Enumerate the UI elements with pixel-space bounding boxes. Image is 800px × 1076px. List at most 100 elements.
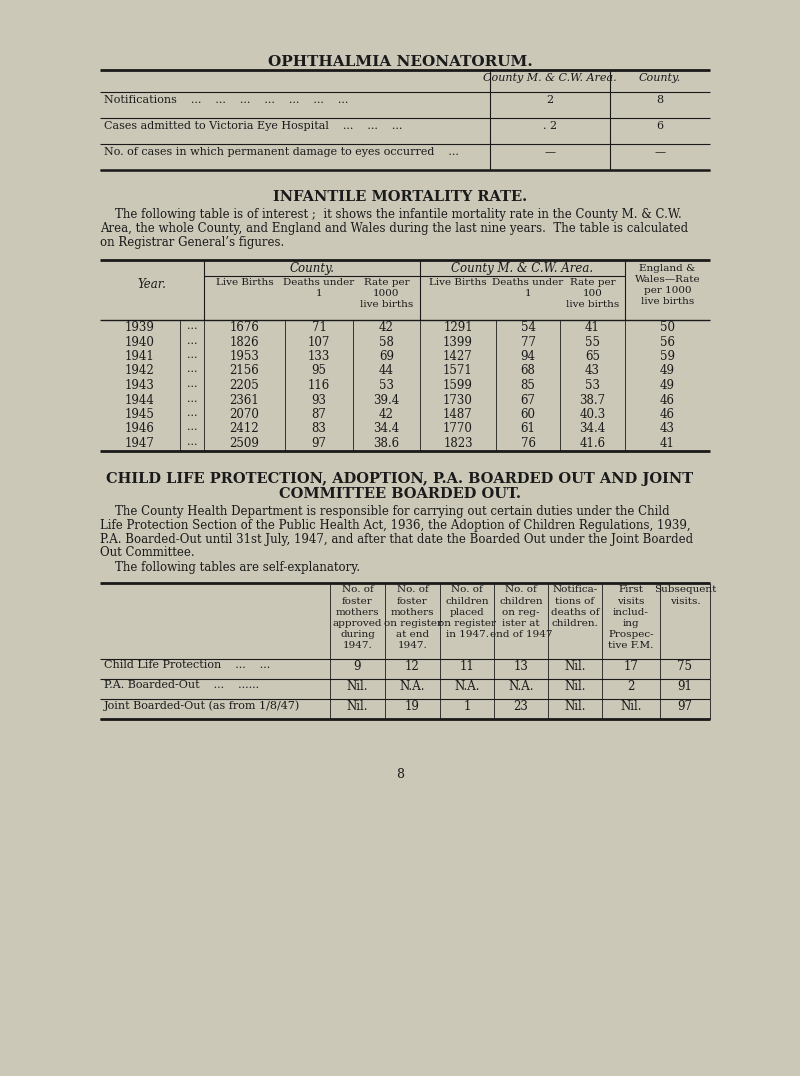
Text: 65: 65 bbox=[585, 350, 600, 363]
Text: 68: 68 bbox=[521, 365, 535, 378]
Text: England &
Wales—Rate
per 1000
live births: England & Wales—Rate per 1000 live birth… bbox=[634, 264, 700, 307]
Text: N.A.: N.A. bbox=[454, 680, 480, 694]
Text: 1826: 1826 bbox=[230, 336, 259, 349]
Text: 2070: 2070 bbox=[230, 408, 259, 421]
Text: N.A.: N.A. bbox=[508, 680, 534, 694]
Text: 9: 9 bbox=[354, 661, 362, 674]
Text: No. of
foster
mothers
approved
during
1947.: No. of foster mothers approved during 19… bbox=[333, 585, 382, 650]
Text: ...: ... bbox=[186, 379, 198, 390]
Text: 41.6: 41.6 bbox=[579, 437, 606, 450]
Text: 44: 44 bbox=[379, 365, 394, 378]
Text: County.: County. bbox=[639, 73, 681, 83]
Text: Year.: Year. bbox=[138, 278, 166, 291]
Text: Subsequent
visits.: Subsequent visits. bbox=[654, 585, 716, 606]
Text: Cases admitted to Victoria Eye Hospital    ...    ...    ...: Cases admitted to Victoria Eye Hospital … bbox=[104, 121, 402, 131]
Text: 93: 93 bbox=[311, 394, 326, 407]
Text: P.A. Boarded-Out    ...    ......: P.A. Boarded-Out ... ...... bbox=[104, 680, 259, 691]
Text: Nil.: Nil. bbox=[564, 661, 586, 674]
Text: 1676: 1676 bbox=[230, 321, 259, 334]
Text: Nil.: Nil. bbox=[346, 680, 368, 694]
Text: 67: 67 bbox=[521, 394, 535, 407]
Text: 1291: 1291 bbox=[443, 321, 473, 334]
Text: 61: 61 bbox=[521, 423, 535, 436]
Text: 107: 107 bbox=[308, 336, 330, 349]
Text: 59: 59 bbox=[660, 350, 675, 363]
Text: 2509: 2509 bbox=[230, 437, 259, 450]
Text: 56: 56 bbox=[660, 336, 675, 349]
Text: ...: ... bbox=[186, 437, 198, 447]
Text: 91: 91 bbox=[678, 680, 693, 694]
Text: Deaths under
1: Deaths under 1 bbox=[283, 278, 354, 298]
Text: ...: ... bbox=[186, 408, 198, 417]
Text: 34.4: 34.4 bbox=[374, 423, 400, 436]
Text: 1599: 1599 bbox=[443, 379, 473, 392]
Text: on Registrar General’s figures.: on Registrar General’s figures. bbox=[100, 236, 284, 249]
Text: 77: 77 bbox=[521, 336, 535, 349]
Text: 1823: 1823 bbox=[443, 437, 473, 450]
Text: 71: 71 bbox=[311, 321, 326, 334]
Text: No. of
foster
mothers
on register
at end
1947.: No. of foster mothers on register at end… bbox=[383, 585, 442, 650]
Text: Nil.: Nil. bbox=[620, 700, 642, 713]
Text: 2412: 2412 bbox=[230, 423, 259, 436]
Text: Live Births: Live Births bbox=[429, 278, 487, 287]
Text: The following table is of interest ;  it shows the infantile mortality rate in t: The following table is of interest ; it … bbox=[100, 208, 682, 221]
Text: 1940: 1940 bbox=[125, 336, 155, 349]
Text: 95: 95 bbox=[311, 365, 326, 378]
Text: County.: County. bbox=[290, 261, 334, 275]
Text: ...: ... bbox=[186, 394, 198, 404]
Text: 11: 11 bbox=[460, 661, 474, 674]
Text: No. of
children
placed
on register
in 1947.: No. of children placed on register in 19… bbox=[438, 585, 496, 639]
Text: 60: 60 bbox=[521, 408, 535, 421]
Text: Rate per
1000
live births: Rate per 1000 live births bbox=[360, 278, 413, 309]
Text: 1946: 1946 bbox=[125, 423, 155, 436]
Text: 43: 43 bbox=[660, 423, 675, 436]
Text: 39.4: 39.4 bbox=[374, 394, 400, 407]
Text: County M. & C.W. Area.: County M. & C.W. Area. bbox=[483, 73, 617, 83]
Text: ...: ... bbox=[186, 350, 198, 360]
Text: 17: 17 bbox=[623, 661, 638, 674]
Text: 1943: 1943 bbox=[125, 379, 155, 392]
Text: 133: 133 bbox=[308, 350, 330, 363]
Text: ...: ... bbox=[186, 321, 198, 331]
Text: 2: 2 bbox=[627, 680, 634, 694]
Text: 54: 54 bbox=[521, 321, 535, 334]
Text: 49: 49 bbox=[660, 365, 675, 378]
Text: 2205: 2205 bbox=[230, 379, 259, 392]
Text: 2361: 2361 bbox=[230, 394, 259, 407]
Text: 41: 41 bbox=[585, 321, 600, 334]
Text: No. of
children
on reg-
ister at
end of 1947: No. of children on reg- ister at end of … bbox=[490, 585, 552, 639]
Text: Child Life Protection    ...    ...: Child Life Protection ... ... bbox=[104, 661, 270, 670]
Text: 19: 19 bbox=[405, 700, 420, 713]
Text: Notifica-
tions of
deaths of
children.: Notifica- tions of deaths of children. bbox=[550, 585, 599, 627]
Text: Life Protection Section of the Public Health Act, 1936, the Adoption of Children: Life Protection Section of the Public He… bbox=[100, 519, 690, 532]
Text: 1942: 1942 bbox=[125, 365, 155, 378]
Text: 83: 83 bbox=[311, 423, 326, 436]
Text: 6: 6 bbox=[657, 121, 663, 131]
Text: CHILD LIFE PROTECTION, ADOPTION, P.A. BOARDED OUT AND JOINT: CHILD LIFE PROTECTION, ADOPTION, P.A. BO… bbox=[106, 472, 694, 486]
Text: 13: 13 bbox=[514, 661, 529, 674]
Text: 2: 2 bbox=[546, 95, 554, 105]
Text: Live Births: Live Births bbox=[216, 278, 274, 287]
Text: Nil.: Nil. bbox=[346, 700, 368, 713]
Text: Nil.: Nil. bbox=[564, 700, 586, 713]
Text: 116: 116 bbox=[308, 379, 330, 392]
Text: 41: 41 bbox=[660, 437, 675, 450]
Text: 42: 42 bbox=[379, 321, 394, 334]
Text: 50: 50 bbox=[660, 321, 675, 334]
Text: 53: 53 bbox=[379, 379, 394, 392]
Text: ...: ... bbox=[186, 365, 198, 374]
Text: 2156: 2156 bbox=[230, 365, 259, 378]
Text: Rate per
100
live births: Rate per 100 live births bbox=[566, 278, 619, 309]
Text: 1: 1 bbox=[463, 700, 470, 713]
Text: 85: 85 bbox=[521, 379, 535, 392]
Text: INFANTILE MORTALITY RATE.: INFANTILE MORTALITY RATE. bbox=[273, 190, 527, 204]
Text: County M. & C.W. Area.: County M. & C.W. Area. bbox=[451, 261, 594, 275]
Text: 40.3: 40.3 bbox=[579, 408, 606, 421]
Text: 1487: 1487 bbox=[443, 408, 473, 421]
Text: Joint Boarded-Out (as from 1/8/47): Joint Boarded-Out (as from 1/8/47) bbox=[104, 700, 300, 711]
Text: The County Health Department is responsible for carrying out certain duties unde: The County Health Department is responsi… bbox=[100, 505, 670, 518]
Text: 12: 12 bbox=[405, 661, 420, 674]
Text: 1427: 1427 bbox=[443, 350, 473, 363]
Text: 1947: 1947 bbox=[125, 437, 155, 450]
Text: 1944: 1944 bbox=[125, 394, 155, 407]
